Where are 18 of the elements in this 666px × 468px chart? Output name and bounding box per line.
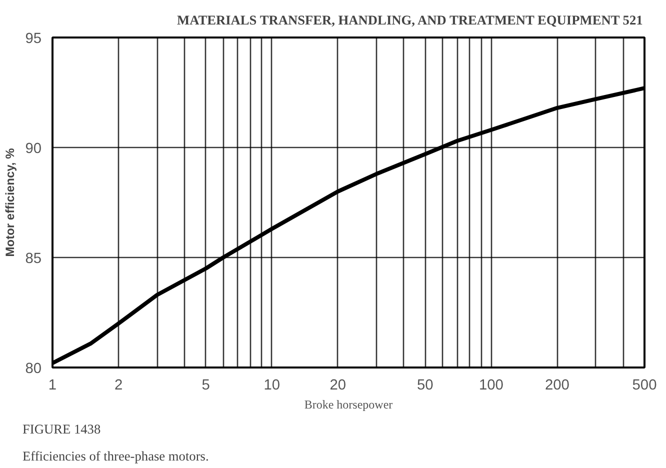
text: Efficiencies of three-phase motors. bbox=[22, 448, 209, 464]
x-tick-label: 500 bbox=[632, 378, 657, 394]
y-tick-label: 90 bbox=[25, 141, 42, 157]
y-tick-label: 95 bbox=[25, 31, 42, 47]
x-tick-label: 50 bbox=[417, 378, 434, 394]
x-tick-label: 10 bbox=[264, 378, 280, 394]
y-tick-label: 85 bbox=[25, 251, 42, 267]
x-tick-label: 1 bbox=[48, 378, 57, 394]
y-axis-title: Motor efficiency, % bbox=[3, 148, 18, 257]
x-tick-label: 2 bbox=[114, 378, 123, 394]
y-tick-label: 80 bbox=[25, 361, 42, 377]
x-axis-title: Broke horsepower bbox=[304, 398, 393, 412]
x-tick-label: 200 bbox=[544, 378, 570, 394]
x-tick-label: 100 bbox=[478, 378, 504, 394]
x-tick-label: 20 bbox=[330, 378, 346, 394]
x-tick-label: 5 bbox=[202, 378, 210, 394]
text: MATERIALS TRANSFER, HANDLING, AND TREATMENT EQUIPMENT 521 bbox=[176, 12, 643, 28]
caption: FIGURE 1438 bbox=[22, 422, 101, 436]
